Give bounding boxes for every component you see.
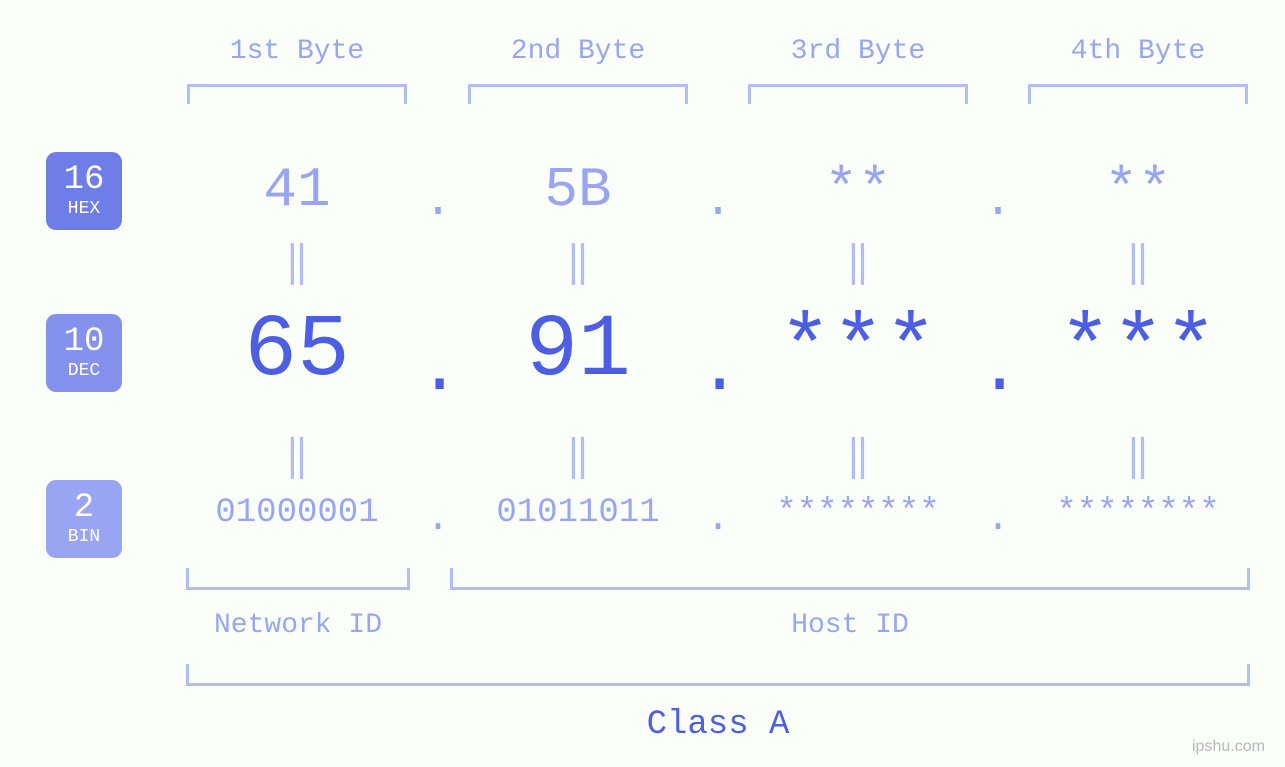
- bin-byte-1: 01000001: [167, 496, 427, 530]
- watermark: ipshu.com: [1192, 738, 1265, 756]
- class-label: Class A: [186, 706, 1250, 744]
- base-badge-label: BIN: [68, 528, 100, 547]
- hex-dot-1: .: [418, 178, 458, 226]
- equals-glyph-row2-col1: ‖: [277, 438, 317, 480]
- column-header-byte-4: 4th Byte: [1038, 36, 1238, 67]
- equals-glyph-row1-col2: ‖: [558, 244, 598, 286]
- equals-glyph-row1-col1: ‖: [277, 244, 317, 286]
- bottom-label-network-id: Network ID: [186, 610, 410, 641]
- hex-byte-4: **: [1008, 162, 1268, 218]
- bin-dot-3: .: [978, 500, 1018, 540]
- hex-dot-2: .: [698, 178, 738, 226]
- ip-byte-diagram: 1st Byte 2nd Byte 3rd Byte 4th Byte 16HEX 10D…: [0, 0, 1285, 767]
- base-badge-bin: 2BIN: [46, 480, 122, 558]
- top-bracket-byte-3: [748, 84, 968, 104]
- hex-byte-1: 41: [167, 162, 427, 218]
- dec-dot-2: .: [698, 334, 738, 406]
- bin-dot-2: .: [698, 500, 738, 540]
- base-badge-label: DEC: [68, 362, 100, 381]
- equals-glyph-row2-col4: ‖: [1118, 438, 1158, 480]
- base-badge-number: 2: [74, 491, 94, 527]
- top-bracket-byte-2: [468, 84, 688, 104]
- hex-byte-3: **: [728, 162, 988, 218]
- top-bracket-byte-1: [187, 84, 407, 104]
- base-badge-hex: 16HEX: [46, 152, 122, 230]
- dec-dot-3: .: [978, 334, 1018, 406]
- base-badge-label: HEX: [68, 200, 100, 219]
- bin-byte-4: ********: [1008, 496, 1268, 530]
- equals-glyph-row1-col3: ‖: [838, 244, 878, 286]
- bottom-bracket-host-id: [450, 568, 1250, 590]
- hex-dot-3: .: [978, 178, 1018, 226]
- equals-glyph-row2-col2: ‖: [558, 438, 598, 480]
- bottom-label-host-id: Host ID: [450, 610, 1250, 641]
- column-header-byte-2: 2nd Byte: [478, 36, 678, 67]
- base-badge-dec: 10DEC: [46, 314, 122, 392]
- dec-byte-1: 65: [167, 308, 427, 396]
- column-header-byte-3: 3rd Byte: [758, 36, 958, 67]
- equals-glyph-row2-col3: ‖: [838, 438, 878, 480]
- dec-byte-4: ***: [1008, 308, 1268, 396]
- class-bracket: [186, 664, 1250, 686]
- bin-dot-1: .: [418, 500, 458, 540]
- dec-byte-3: ***: [728, 308, 988, 396]
- bin-byte-3: ********: [728, 496, 988, 530]
- top-bracket-byte-4: [1028, 84, 1248, 104]
- column-header-byte-1: 1st Byte: [197, 36, 397, 67]
- base-badge-number: 16: [64, 163, 105, 199]
- base-badge-number: 10: [64, 325, 105, 361]
- hex-byte-2: 5B: [448, 162, 708, 218]
- equals-glyph-row1-col4: ‖: [1118, 244, 1158, 286]
- dec-dot-1: .: [418, 334, 458, 406]
- bin-byte-2: 01011011: [448, 496, 708, 530]
- dec-byte-2: 91: [448, 308, 708, 396]
- bottom-bracket-network-id: [186, 568, 410, 590]
